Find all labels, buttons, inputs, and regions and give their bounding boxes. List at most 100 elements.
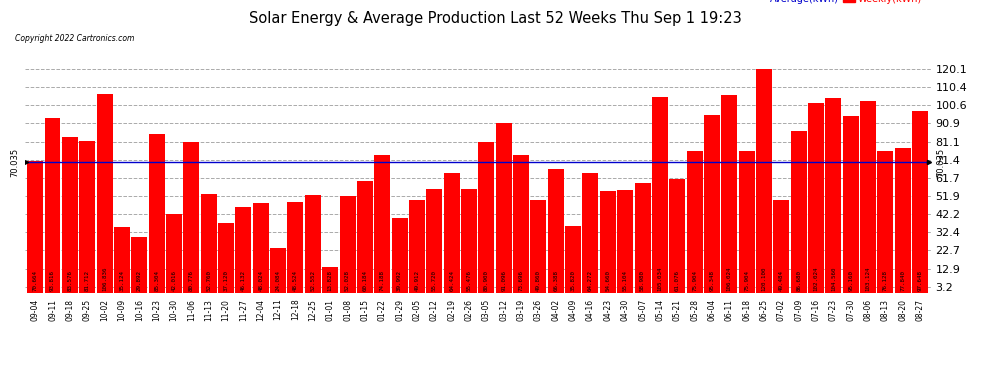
Text: 95.348: 95.348: [710, 270, 715, 291]
Text: 106.836: 106.836: [102, 266, 107, 291]
Bar: [27, 161, 44, 292]
Text: 48.024: 48.024: [258, 270, 263, 291]
Bar: [252, 203, 268, 292]
Bar: [183, 142, 199, 292]
Text: 106.024: 106.024: [727, 266, 732, 291]
Text: 70.035: 70.035: [937, 148, 945, 177]
Text: 102.024: 102.024: [814, 266, 819, 291]
Bar: [305, 195, 321, 292]
Bar: [842, 116, 858, 292]
Bar: [45, 118, 60, 292]
Bar: [651, 97, 668, 292]
Bar: [687, 152, 703, 292]
Bar: [513, 155, 529, 292]
Bar: [340, 196, 355, 292]
Bar: [704, 115, 720, 292]
Text: 52.028: 52.028: [346, 270, 350, 291]
Bar: [409, 200, 425, 292]
Text: 24.084: 24.084: [275, 270, 280, 291]
Text: 81.712: 81.712: [85, 270, 90, 291]
Text: 61.076: 61.076: [675, 270, 680, 291]
Text: 54.660: 54.660: [605, 270, 610, 291]
Text: 55.476: 55.476: [466, 270, 471, 291]
Text: 58.980: 58.980: [640, 270, 645, 291]
Text: 83.576: 83.576: [67, 270, 72, 291]
Bar: [617, 190, 634, 292]
Bar: [427, 189, 443, 292]
Text: 76.128: 76.128: [883, 270, 888, 291]
Text: 64.424: 64.424: [449, 270, 454, 291]
Text: Copyright 2022 Cartronics.com: Copyright 2022 Cartronics.com: [15, 34, 135, 43]
Text: Solar Energy & Average Production Last 52 Weeks Thu Sep 1 19:23: Solar Energy & Average Production Last 5…: [248, 11, 742, 26]
Text: 77.840: 77.840: [900, 270, 905, 291]
Bar: [496, 123, 512, 292]
Text: 49.860: 49.860: [536, 270, 541, 291]
Bar: [114, 227, 130, 292]
Bar: [773, 201, 789, 292]
Text: 80.900: 80.900: [484, 270, 489, 291]
Bar: [860, 101, 876, 292]
Text: 105.034: 105.034: [657, 266, 662, 291]
Text: 29.892: 29.892: [137, 270, 142, 291]
Bar: [461, 189, 477, 292]
Bar: [236, 207, 251, 292]
Bar: [79, 141, 95, 292]
Bar: [270, 248, 286, 292]
Bar: [826, 98, 842, 292]
Bar: [478, 142, 494, 292]
Bar: [287, 202, 304, 292]
Text: 52.552: 52.552: [310, 270, 316, 291]
Bar: [756, 69, 772, 292]
Text: 64.272: 64.272: [588, 270, 593, 291]
Legend: Average(kWh), Weekly(kWh): Average(kWh), Weekly(kWh): [751, 0, 926, 8]
Text: 86.680: 86.680: [796, 270, 801, 291]
Text: 74.188: 74.188: [380, 270, 385, 291]
Bar: [97, 94, 113, 292]
Text: 42.016: 42.016: [171, 270, 176, 291]
Text: 39.992: 39.992: [397, 270, 402, 291]
Text: 75.904: 75.904: [692, 270, 697, 291]
Bar: [669, 179, 685, 292]
Text: 35.820: 35.820: [570, 270, 575, 291]
Bar: [635, 183, 650, 292]
Bar: [582, 173, 598, 292]
Text: 48.524: 48.524: [293, 270, 298, 291]
Bar: [912, 111, 929, 292]
Text: 120.100: 120.100: [761, 266, 766, 291]
Text: 49.912: 49.912: [415, 270, 420, 291]
Bar: [201, 194, 217, 292]
Text: 73.696: 73.696: [519, 270, 524, 291]
Text: 52.760: 52.760: [206, 270, 211, 291]
Text: 104.560: 104.560: [831, 266, 836, 291]
Text: 46.132: 46.132: [241, 270, 246, 291]
Bar: [62, 137, 78, 292]
Bar: [531, 200, 546, 292]
Text: 95.160: 95.160: [848, 270, 853, 291]
Bar: [791, 131, 807, 292]
Text: 75.904: 75.904: [744, 270, 749, 291]
Text: 66.388: 66.388: [553, 270, 558, 291]
Bar: [148, 134, 164, 292]
Bar: [166, 214, 182, 292]
Text: 13.828: 13.828: [328, 270, 333, 291]
Text: 93.816: 93.816: [50, 270, 55, 291]
Bar: [547, 169, 563, 292]
Bar: [722, 95, 738, 292]
Text: 37.120: 37.120: [224, 270, 229, 291]
Bar: [322, 267, 339, 292]
Bar: [895, 148, 911, 292]
Bar: [132, 237, 148, 292]
Text: 49.484: 49.484: [779, 270, 784, 291]
Bar: [374, 154, 390, 292]
Text: 91.096: 91.096: [501, 270, 506, 291]
Text: 97.648: 97.648: [918, 270, 923, 291]
Bar: [600, 191, 616, 292]
Text: 60.184: 60.184: [362, 270, 367, 291]
Bar: [739, 152, 754, 292]
Bar: [877, 151, 893, 292]
Bar: [565, 226, 581, 292]
Bar: [356, 180, 373, 292]
Text: 70.664: 70.664: [33, 270, 38, 291]
Text: 35.124: 35.124: [120, 270, 125, 291]
Text: 55.720: 55.720: [432, 270, 437, 291]
